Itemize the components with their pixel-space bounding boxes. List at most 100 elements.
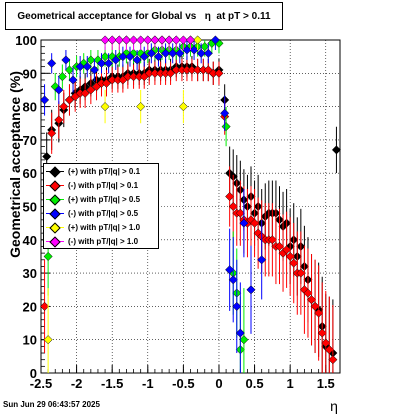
data-point (125, 52, 135, 62)
legend-entry: (-) with pT/|q| > 0.5 (44, 207, 160, 221)
data-point (317, 328, 327, 338)
data-point (166, 68, 176, 78)
data-point (168, 48, 178, 58)
data-point (225, 265, 235, 275)
data-point (210, 35, 220, 45)
data-point (89, 65, 99, 75)
data-point (43, 251, 53, 262)
data-point (324, 345, 334, 355)
data-point (239, 218, 249, 228)
y-tick-label: 10 (23, 333, 37, 348)
y-tick-label: 60 (23, 166, 37, 181)
data-point (225, 191, 235, 202)
chart-title-prefix: Geometrical acceptance for Global vs (17, 11, 197, 22)
data-point (164, 35, 174, 45)
data-point (47, 128, 57, 138)
data-point (328, 355, 338, 365)
data-point (331, 145, 341, 155)
data-point (47, 58, 57, 68)
data-point (111, 55, 121, 65)
data-point (303, 288, 313, 298)
data-point (107, 35, 117, 45)
data-point (296, 268, 306, 278)
data-point (228, 201, 238, 212)
data-point (153, 52, 164, 62)
legend-marker (49, 222, 61, 234)
data-point (189, 45, 199, 55)
legend-label: (+) with pT/|q| > 0.1 (68, 167, 141, 176)
data-point (114, 35, 124, 45)
data-point (61, 55, 71, 65)
data-point (64, 65, 75, 75)
data-point (100, 102, 110, 112)
data-point (182, 45, 192, 55)
data-point (178, 35, 188, 45)
x-tick-label: 0 (215, 376, 222, 391)
data-point (100, 35, 110, 45)
data-point (43, 335, 53, 345)
legend-label: (+) with pT/|q| > 0.5 (68, 195, 141, 204)
data-point (54, 85, 64, 95)
series-4 (40, 35, 267, 373)
data-point (68, 75, 78, 85)
x-tick-label: 0.5 (246, 376, 264, 391)
y-tick-label: 80 (23, 100, 37, 115)
legend-label: (+) with pT/|q| > 1.0 (68, 223, 141, 232)
data-point (267, 235, 277, 245)
data-point (57, 72, 67, 82)
chart-title-suffix: at pT > 0.11 (216, 11, 271, 22)
legend-entry: (+) with pT/|q| > 0.5 (44, 193, 160, 207)
y-tick-label: 20 (23, 299, 37, 314)
data-point (121, 35, 131, 45)
data-point (118, 52, 128, 62)
y-tick-label: 70 (23, 133, 37, 148)
data-point (136, 35, 146, 45)
data-point (306, 295, 317, 305)
legend-marker (49, 194, 61, 206)
x-tick-label: -1.5 (101, 376, 123, 391)
data-point (235, 328, 245, 338)
legend: (+) with pT/|q| > 0.1 (-) with pT/|q| > 0… (43, 163, 159, 249)
data-point (146, 48, 156, 58)
data-point (314, 308, 324, 318)
data-point (235, 208, 245, 218)
legend-label: (-) with pT/|q| > 1.0 (68, 237, 139, 246)
data-point (171, 35, 181, 45)
x-tick-label: -2 (71, 376, 83, 391)
data-point (86, 85, 96, 95)
legend-marker (49, 236, 61, 248)
y-tick-label: 0 (30, 366, 37, 381)
x-tick-label: -2.5 (30, 376, 52, 391)
data-point (200, 42, 210, 52)
y-tick-label: 30 (23, 266, 37, 281)
data-point (42, 151, 52, 162)
y-axis-label: Geometrical acceptance (%) (7, 71, 23, 258)
data-point (274, 241, 285, 252)
data-point (289, 258, 299, 268)
data-point (75, 62, 85, 72)
series-6 (100, 35, 196, 50)
data-point (136, 102, 146, 112)
y-tick-label: 50 (23, 200, 37, 215)
data-point (310, 301, 320, 311)
data-point (143, 35, 153, 45)
legend-marker (49, 180, 61, 192)
chart-title-eta: η (204, 11, 211, 22)
data-point (221, 122, 231, 132)
y-tick-label: 40 (23, 233, 37, 248)
data-point (196, 48, 206, 58)
x-tick-label: 1 (287, 376, 294, 391)
legend-entry: (-) with pT/|q| > 1.0 (44, 235, 160, 249)
data-point (220, 108, 230, 118)
data-point (285, 251, 295, 262)
data-point (203, 48, 213, 58)
legend-entry: (-) with pT/|q| > 0.1 (44, 179, 160, 193)
data-point (64, 95, 75, 105)
data-point (128, 35, 139, 45)
x-axis-label: η (330, 398, 338, 414)
legend-marker (49, 208, 61, 220)
y-tick-label: 100 (15, 33, 37, 48)
data-point (228, 275, 238, 285)
data-point (193, 35, 203, 45)
